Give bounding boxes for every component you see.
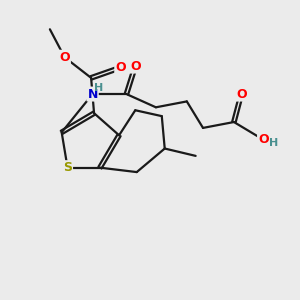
- Text: S: S: [63, 161, 72, 174]
- Text: O: O: [59, 51, 70, 64]
- Text: O: O: [236, 88, 247, 100]
- Text: H: H: [269, 138, 278, 148]
- Text: O: O: [258, 133, 269, 146]
- Text: O: O: [130, 60, 141, 73]
- Text: H: H: [94, 82, 104, 93]
- Text: N: N: [87, 88, 98, 100]
- Text: O: O: [115, 61, 126, 74]
